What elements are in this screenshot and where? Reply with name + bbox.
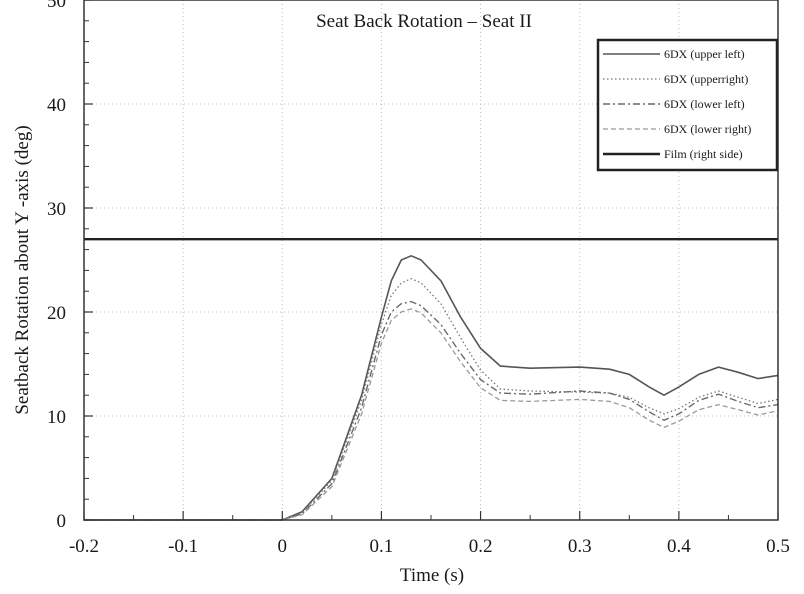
y-tick-label: 40: [47, 95, 66, 116]
x-tick-label: -0.2: [69, 536, 99, 557]
y-tick-label: 30: [47, 199, 66, 220]
x-tick-label: 0: [278, 536, 288, 557]
x-tick-labels: -0.2 -0.1 0 0.1 0.2 0.3 0.4 0.5: [69, 536, 790, 557]
chart-title: Seat Back Rotation – Seat II: [316, 11, 532, 32]
series-line-4: [84, 308, 779, 521]
x-tick-label: -0.1: [168, 536, 198, 557]
x-tick-label: 0.1: [370, 536, 394, 557]
x-tick-label: 0.4: [667, 536, 691, 557]
x-tick-label: 0.3: [568, 536, 592, 557]
legend-label: 6DX (upper left): [664, 47, 745, 61]
legend: 6DX (upper left) 6DX (upperright) 6DX (low…: [596, 38, 779, 172]
x-tick-label: 0.2: [469, 536, 493, 557]
series-line-3: [84, 300, 779, 521]
y-axis-label: Seatback Rotation about Y -axis (deg): [12, 125, 33, 414]
y-tick-label: 0: [57, 511, 67, 532]
grid-lines: [84, 0, 778, 520]
x-tick-label: 0.5: [766, 536, 790, 557]
y-tick-labels: 0 10 20 30 40 50: [47, 0, 66, 532]
legend-label: 6DX (lower left): [664, 97, 745, 111]
y-tick-label: 10: [47, 407, 66, 428]
x-axis-label: Time (s): [400, 565, 464, 586]
series-lines: [84, 237, 779, 521]
legend-items: 6DX (upper left) 6DX (upperright) 6DX (low…: [603, 47, 751, 161]
legend-label: Film (right side): [664, 147, 743, 161]
legend-box: [596, 38, 779, 172]
legend-label: 6DX (upperright): [664, 72, 748, 86]
tick-marks: [83, 0, 779, 521]
y-tick-label: 20: [47, 303, 66, 324]
series-line-1: [84, 255, 779, 521]
legend-label: 6DX (lower right): [664, 122, 751, 136]
y-tick-label: 50: [47, 0, 66, 12]
